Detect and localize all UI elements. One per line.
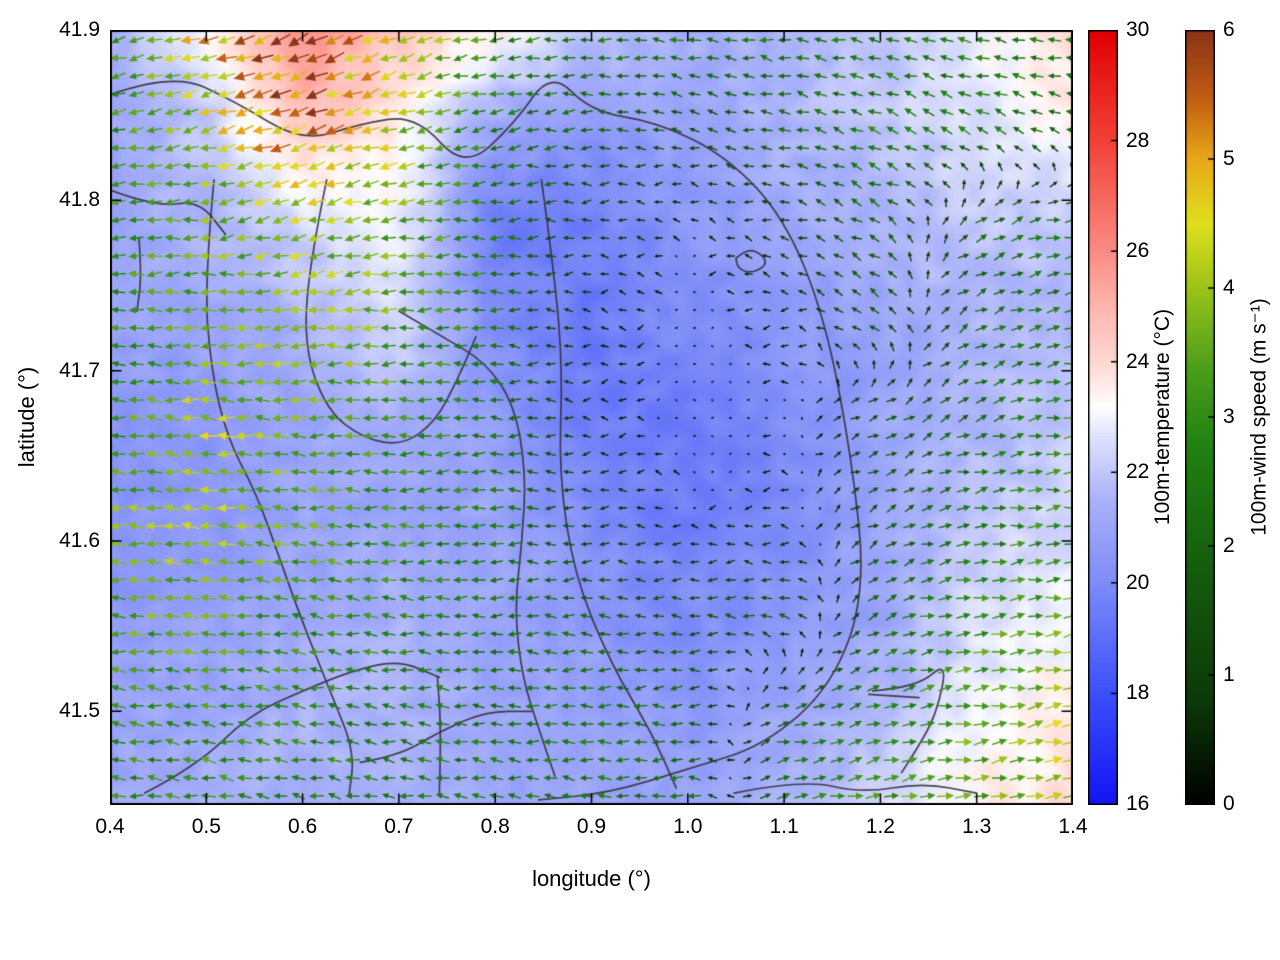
x-tick-label-1.2: 1.2 [865,815,895,838]
y-tick-label-41.5: 41.5 [59,699,100,723]
wind-tick-label-4: 4 [1223,276,1235,299]
temperature-tick-label-16: 16 [1126,792,1150,815]
wind-tick-label-0: 0 [1223,792,1235,815]
x-tick-label-1.4: 1.4 [1058,815,1088,838]
x-axis-label: longitude (°) [532,866,651,891]
x-tick-label-0.8: 0.8 [480,815,510,838]
temperature-tick-label-20: 20 [1126,570,1150,594]
temperature-tick-label-18: 18 [1126,681,1150,705]
x-tick-label-0.7: 0.7 [384,815,414,838]
temperature-tick-label-28: 28 [1126,128,1150,152]
temperature-colorbar-label: 100m-temperature (°C) [1151,308,1174,526]
wind-colorbar-label: 100m-wind speed (m s⁻¹) [1247,298,1271,536]
wind-tick-label-3: 3 [1223,405,1235,428]
x-tick-label-1.1: 1.1 [769,815,799,838]
wind-tick-label-6: 6 [1223,18,1235,41]
wind-tick-label-2: 2 [1223,534,1235,557]
x-tick-label-0.4: 0.4 [95,815,125,838]
wind-tick-label-1: 1 [1223,663,1235,686]
x-tick-label-0.5: 0.5 [191,815,221,838]
x-tick-label-1.0: 1.0 [673,815,703,838]
x-tick-label-0.6: 0.6 [287,815,318,838]
y-tick-label-41.9: 41.9 [59,18,100,41]
temperature-tick-label-30: 30 [1126,18,1150,41]
temperature-tick-label-22: 22 [1126,460,1150,484]
map-plot-canvas [110,30,1073,805]
temperature-tick-label-26: 26 [1126,239,1150,263]
temperature-colorbar [1088,30,1118,805]
y-tick-label-41.6: 41.6 [59,528,100,552]
y-tick-label-41.7: 41.7 [59,358,100,382]
x-tick-label-1.3: 1.3 [962,815,992,838]
x-tick-label-0.9: 0.9 [576,815,607,838]
temperature-tick-label-24: 24 [1126,349,1150,373]
y-tick-label-41.8: 41.8 [59,188,100,212]
wind-tick-label-5: 5 [1223,147,1235,170]
wind-speed-colorbar [1185,30,1215,805]
